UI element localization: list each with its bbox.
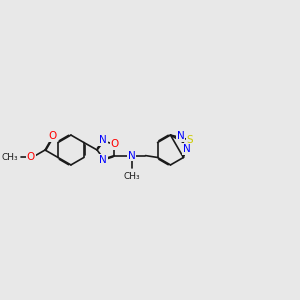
Text: S: S [187, 135, 194, 145]
Text: N: N [99, 135, 107, 146]
Text: O: O [111, 140, 119, 149]
Text: CH₃: CH₃ [123, 172, 140, 181]
Text: O: O [48, 131, 57, 141]
Text: O: O [27, 152, 35, 163]
Text: N: N [99, 154, 107, 165]
Text: N: N [128, 151, 136, 160]
Text: N: N [183, 144, 190, 154]
Text: CH₃: CH₃ [2, 153, 19, 162]
Text: N: N [176, 131, 184, 142]
